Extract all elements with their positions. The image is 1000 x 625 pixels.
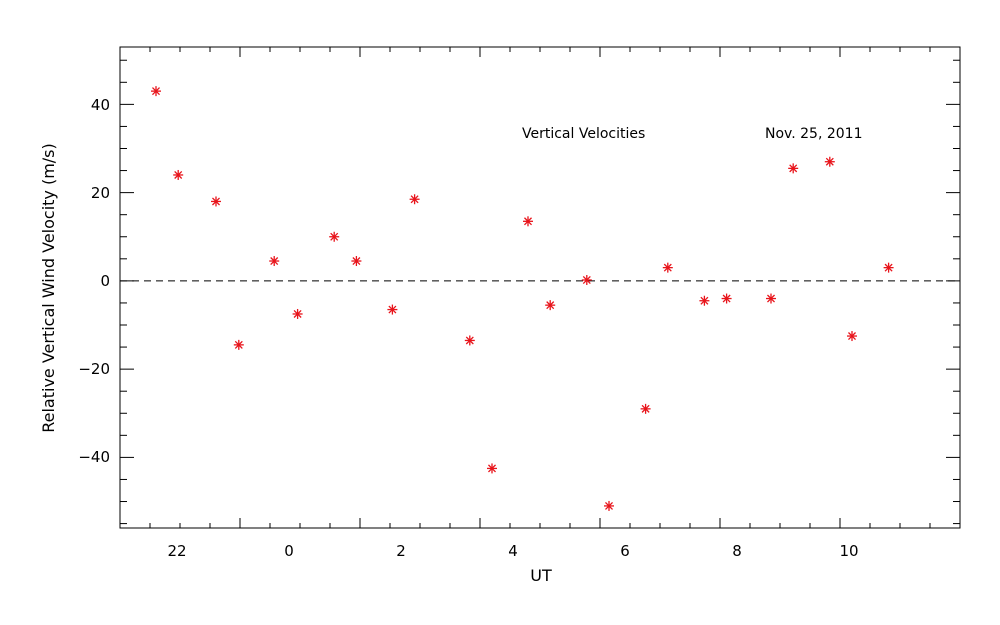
- y-tick-labels: 40 20 0 −20 −40: [78, 96, 110, 466]
- data-point-marker: [662, 262, 673, 273]
- data-point-marker: [523, 216, 533, 227]
- data-point-marker: [847, 331, 857, 342]
- data-point-marker: [545, 300, 556, 311]
- data-point-marker: [351, 256, 362, 267]
- plot-frame: [119, 46, 961, 529]
- chart-annotation-label: Vertical Velocities: [522, 126, 645, 142]
- chart-date-label: Nov. 25, 2011: [765, 126, 862, 142]
- data-point-marker: [721, 293, 732, 304]
- x-axis-title: UT: [530, 566, 552, 585]
- x-tick-label: 8: [732, 542, 742, 560]
- x-tick-label: 2: [396, 542, 406, 560]
- data-point-marker: [699, 295, 710, 306]
- data-point-marker: [387, 304, 398, 315]
- data-point-marker: [766, 293, 776, 304]
- y-tick-label: −20: [78, 360, 110, 378]
- data-point-marker: [173, 169, 184, 180]
- data-point-marker: [464, 335, 475, 346]
- data-point-marker: [292, 308, 303, 319]
- data-point-marker: [581, 274, 592, 285]
- data-point-marker: [883, 262, 894, 273]
- x-tick-label: 0: [284, 542, 294, 560]
- data-points: [151, 86, 894, 511]
- data-point-marker: [151, 86, 161, 97]
- x-tick-labels: 22 0 2 4 6 8 10: [167, 542, 858, 560]
- data-point-marker: [824, 156, 835, 167]
- data-point-marker: [409, 194, 420, 205]
- x-tick-label: 10: [839, 542, 858, 560]
- data-point-marker: [487, 463, 497, 474]
- data-point-marker: [233, 339, 244, 350]
- y-tick-label: −40: [78, 448, 110, 466]
- data-point-marker: [788, 163, 799, 174]
- y-axis-title: Relative Vertical Wind Velocity (m/s): [39, 143, 58, 433]
- axis-ticks: [119, 47, 961, 528]
- y-tick-label: 0: [100, 272, 110, 290]
- y-tick-label: 40: [91, 96, 110, 114]
- x-tick-label: 6: [620, 542, 630, 560]
- data-point-marker: [269, 256, 280, 267]
- x-tick-label: 22: [167, 542, 186, 560]
- y-tick-label: 20: [91, 184, 110, 202]
- data-point-marker: [604, 500, 614, 511]
- x-tick-label: 4: [508, 542, 518, 560]
- data-point-marker: [329, 231, 340, 242]
- data-point-marker: [640, 403, 651, 414]
- data-point-marker: [211, 196, 221, 207]
